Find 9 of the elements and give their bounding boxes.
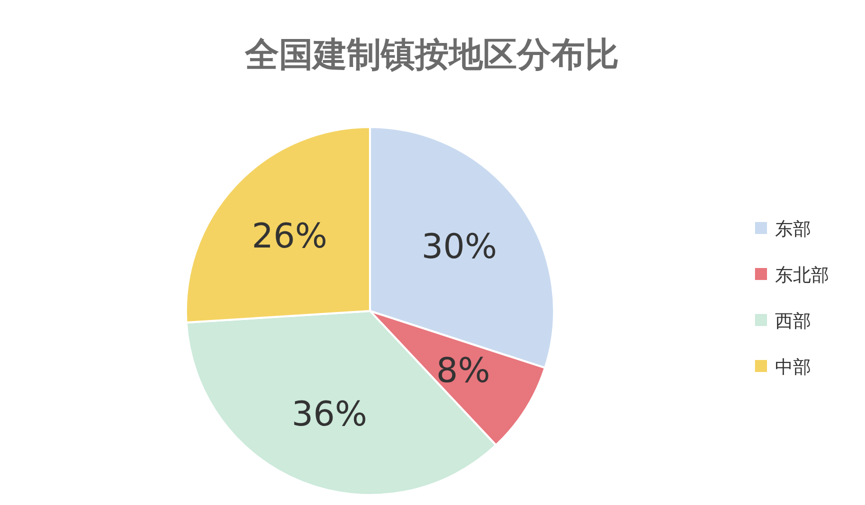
data-label: 8% (436, 351, 490, 392)
legend-label: 中部 (775, 357, 811, 378)
legend-label: 东北部 (775, 265, 829, 286)
chart-title: 全国建制镇按地区分布比 (244, 35, 619, 75)
legend-label: 东部 (775, 219, 811, 240)
legend-label: 西部 (775, 311, 811, 332)
data-label: 26% (252, 216, 328, 256)
data-label: 36% (292, 394, 368, 435)
data-label: 30% (422, 227, 498, 268)
